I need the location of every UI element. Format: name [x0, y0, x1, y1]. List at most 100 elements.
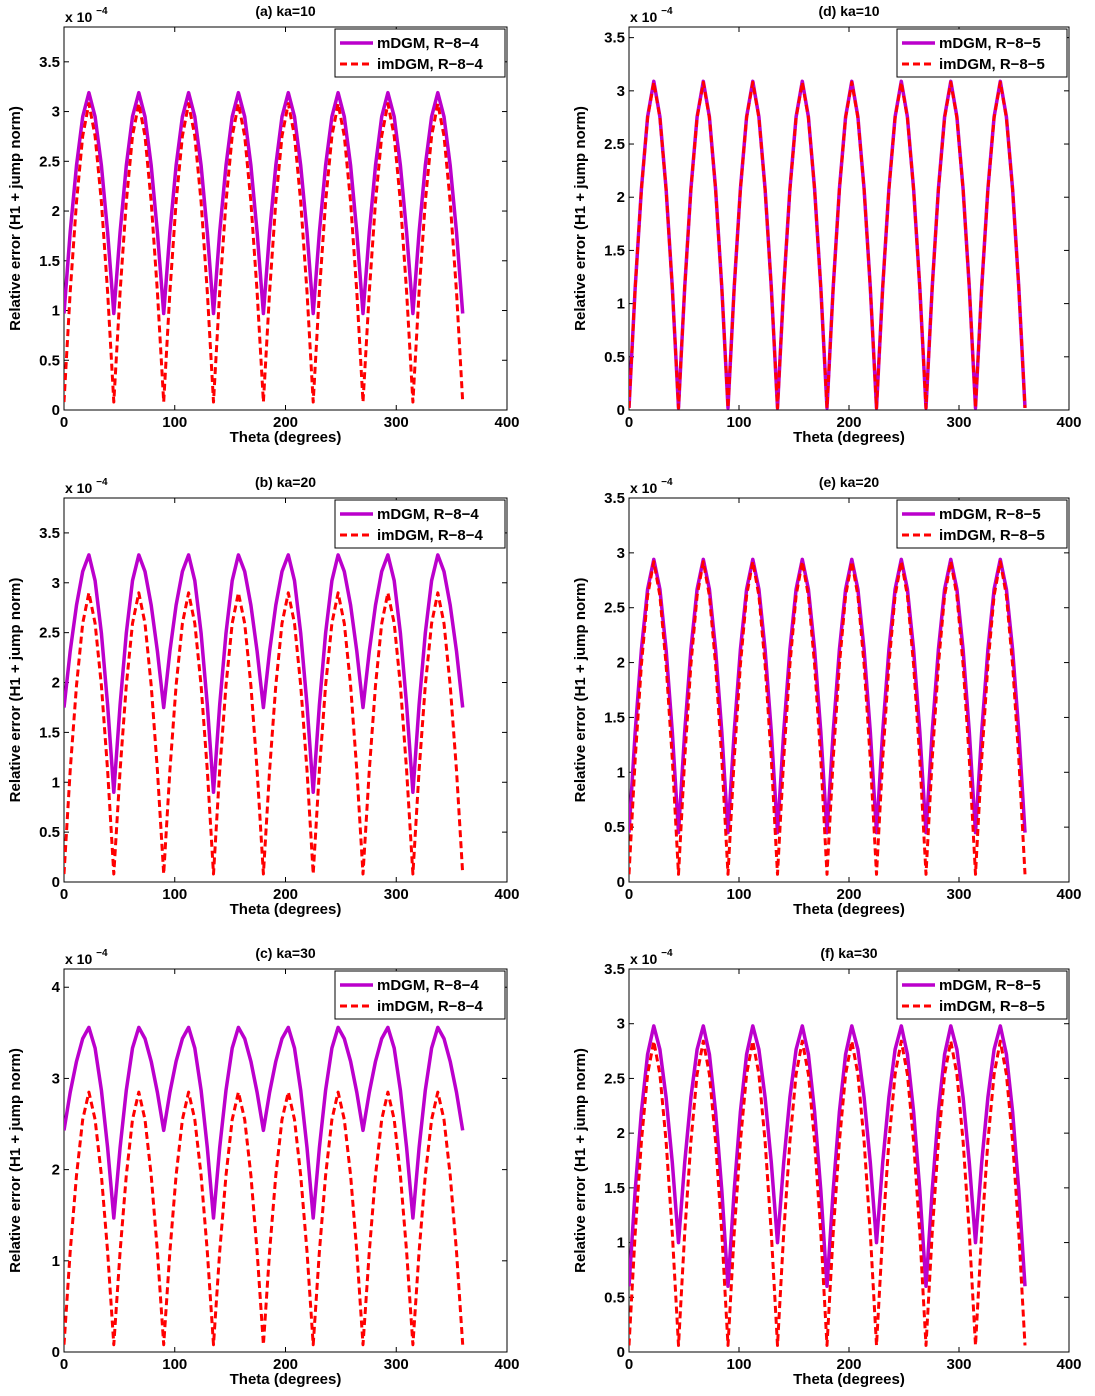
legend-label: mDGM, R−8−4 [377, 35, 479, 52]
series-line-mdgm [64, 553, 465, 794]
x-tick-label: 300 [384, 886, 409, 903]
x-tick-label: 200 [836, 1356, 861, 1373]
y-tick-label: 0 [52, 874, 60, 891]
legend: mDGM, R−8−5 imDGM, R−8−5 [896, 970, 1068, 1020]
y-tick-label: 1 [617, 296, 625, 313]
x-tick-label: 200 [836, 886, 861, 903]
chart-panel-6: 0 100 200 300 400 0 0.5 1 1.5 2 2.5 3 3.5 x 10 −4 (f) … [572, 945, 1082, 1388]
y-tick-label: 3 [617, 545, 625, 562]
chart-panel-1: 0 100 200 300 400 0 0.5 1 1.5 2 2.5 3 3.5 x 10 −4 (a) … [7, 3, 520, 446]
y-axis-label: Relative error (H1 + jump norm) [7, 578, 24, 803]
series-line-imdgm [629, 560, 1027, 876]
legend-label: imDGM, R−8−4 [377, 56, 484, 73]
y-tick-label: 2 [617, 1125, 625, 1142]
legend-label: imDGM, R−8−4 [377, 998, 484, 1015]
x-tick-label: 100 [726, 414, 751, 431]
x-tick-label: 300 [946, 886, 971, 903]
x-tick-label: 200 [273, 1356, 298, 1373]
x-tick-label: 300 [384, 414, 409, 431]
legend: mDGM, R−8−4 imDGM, R−8−4 [334, 499, 506, 549]
y-tick-label: 3.5 [604, 961, 625, 978]
x-tick-label: 400 [1056, 414, 1081, 431]
y-tick-label: 1 [52, 303, 60, 320]
exponent-power: −4 [96, 948, 108, 959]
plot-area-frame [628, 968, 1070, 1353]
x-tick-label: 200 [836, 414, 861, 431]
y-tick-label: 1.5 [604, 242, 625, 259]
y-tick-label: 2 [617, 189, 625, 206]
y-tick-label: 2 [52, 203, 60, 220]
chart-panel-3: 0 100 200 300 400 0 1 2 3 4x 10 −4 (c) ka=30 Theta … [7, 945, 520, 1388]
y-tick-label: 2.5 [39, 625, 60, 642]
x-tick-label: 100 [162, 1356, 187, 1373]
x-tick-label: 0 [625, 414, 633, 431]
series-line-imdgm [629, 1039, 1027, 1347]
series-line-mdgm [629, 1024, 1027, 1289]
legend-label: mDGM, R−8−5 [939, 35, 1041, 52]
y-axis-label: Relative error (H1 + jump norm) [572, 578, 589, 803]
x-tick-label: 300 [384, 1356, 409, 1373]
chart-title: (a) ka=10 [255, 3, 316, 19]
y-tick-label: 3 [52, 1070, 60, 1087]
legend-box [334, 499, 506, 549]
y-tick-label: 0 [52, 402, 60, 419]
y-tick-label: 0.5 [604, 1289, 625, 1306]
chart-title: (e) ka=20 [819, 474, 880, 490]
exponent-power: −4 [96, 6, 108, 17]
x-tick-label: 0 [60, 886, 68, 903]
x-axis-label: Theta (degrees) [793, 901, 905, 918]
x-tick-label: 200 [273, 886, 298, 903]
y-tick-label: 0 [52, 1344, 60, 1361]
y-tick-label: 2 [52, 1162, 60, 1179]
series-line-imdgm [64, 591, 465, 876]
x-axis-label: Theta (degrees) [230, 429, 342, 446]
legend-box [896, 28, 1068, 78]
chart-panel-5: 0 100 200 300 400 0 0.5 1 1.5 2 2.5 3 3.5 x 10 −4 (e) … [572, 474, 1082, 918]
y-axis-label: Relative error (H1 + jump norm) [7, 106, 24, 331]
y-tick-label: 1.5 [39, 253, 60, 270]
exponent-label: x 10 −4 [630, 948, 673, 967]
y-tick-label: 1.5 [604, 709, 625, 726]
legend: mDGM, R−8−4 imDGM, R−8−4 [334, 970, 506, 1020]
x-tick-label: 400 [494, 1356, 519, 1373]
plot-area-frame [628, 497, 1070, 883]
y-tick-label: 1 [617, 1235, 625, 1252]
legend-label: imDGM, R−8−4 [377, 527, 484, 544]
x-tick-label: 100 [726, 886, 751, 903]
y-tick-label: 1 [617, 764, 625, 781]
x-tick-label: 400 [1056, 1356, 1081, 1373]
y-tick-label: 0.5 [39, 824, 60, 841]
exponent-label: x 10 −4 [65, 477, 108, 496]
series-line-mdgm [64, 1025, 465, 1220]
y-tick-label: 3.5 [39, 525, 60, 542]
x-tick-label: 400 [1056, 886, 1081, 903]
chart-panel-2: 0 100 200 300 400 0 0.5 1 1.5 2 2.5 3 3.5 x 10 −4 (b) … [7, 474, 520, 918]
legend-label: mDGM, R−8−5 [939, 977, 1041, 994]
legend-label: mDGM, R−8−5 [939, 506, 1041, 523]
y-axis-label: Relative error (H1 + jump norm) [572, 1048, 589, 1273]
x-tick-label: 0 [60, 414, 68, 431]
y-axis-label: Relative error (H1 + jump norm) [7, 1048, 24, 1273]
y-tick-label: 0.5 [39, 352, 60, 369]
x-axis-label: Theta (degrees) [230, 901, 342, 918]
exponent-power: −4 [661, 477, 673, 488]
x-tick-label: 400 [494, 886, 519, 903]
x-axis-label: Theta (degrees) [230, 1371, 342, 1388]
legend-label: imDGM, R−8−5 [939, 998, 1045, 1015]
legend-box [896, 970, 1068, 1020]
exponent-power: −4 [96, 477, 108, 488]
plot-area-frame [628, 26, 1070, 411]
chart-panel-4: 0 100 200 300 400 0 0.5 1 1.5 2 2.5 3 3.5 x 10 −4 (d) … [572, 3, 1082, 446]
y-tick-label: 2 [617, 655, 625, 672]
x-tick-label: 400 [494, 414, 519, 431]
y-tick-label: 3 [617, 83, 625, 100]
x-tick-label: 0 [60, 1356, 68, 1373]
y-tick-label: 2.5 [604, 600, 625, 617]
y-tick-label: 3 [617, 1016, 625, 1033]
y-tick-label: 4 [52, 979, 61, 996]
legend-label: imDGM, R−8−5 [939, 527, 1045, 544]
y-tick-label: 3.5 [604, 30, 625, 47]
y-tick-label: 1.5 [39, 724, 60, 741]
x-tick-label: 0 [625, 886, 633, 903]
